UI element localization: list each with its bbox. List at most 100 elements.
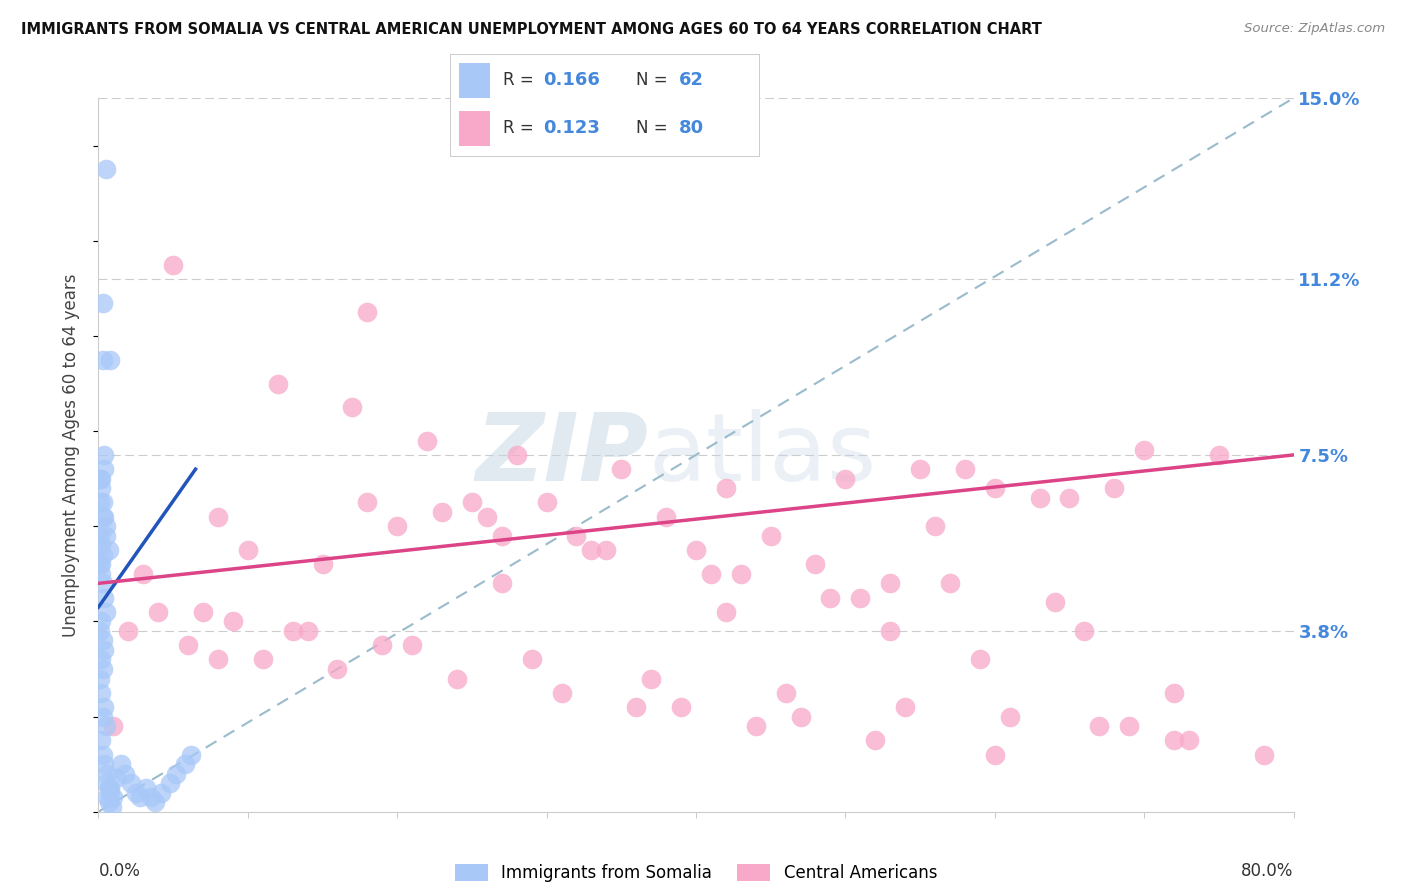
Text: 80.0%: 80.0% (1241, 862, 1294, 880)
Point (110, 757, 132, 772)
Point (446, 672, 468, 686)
Point (714, 481, 737, 495)
Point (969, 652, 991, 666)
Point (117, 624, 139, 638)
Point (148, 605, 170, 619)
Text: N =: N = (636, 120, 672, 137)
Point (177, 638, 200, 652)
Point (700, 566, 723, 581)
Text: Source: ZipAtlas.com: Source: ZipAtlas.com (1244, 22, 1385, 36)
Point (430, 505, 453, 519)
Point (849, 591, 872, 605)
Point (207, 509, 229, 524)
Text: R =: R = (502, 120, 538, 137)
Point (879, 576, 901, 591)
Point (89, 672, 111, 686)
Point (894, 700, 917, 714)
Point (565, 529, 588, 543)
Point (491, 576, 513, 591)
Point (93, 509, 115, 524)
Point (90, 538, 112, 552)
Point (385, 519, 409, 533)
Text: 0.166: 0.166 (543, 71, 599, 89)
Point (91, 352, 114, 367)
Point (356, 495, 378, 509)
Point (1104, 481, 1126, 495)
Point (820, 591, 842, 605)
Point (669, 700, 692, 714)
Point (1163, 686, 1185, 700)
Point (96, 790, 118, 805)
Point (93, 643, 115, 657)
Point (94, 529, 117, 543)
Point (97, 795, 120, 809)
Point (94, 162, 117, 177)
Point (100, 786, 122, 800)
Point (491, 529, 513, 543)
Text: 62: 62 (679, 71, 704, 89)
Point (342, 401, 364, 415)
Point (96, 766, 118, 780)
Point (93, 591, 115, 605)
Point (90, 652, 112, 666)
Point (94, 776, 117, 790)
Point (610, 462, 633, 476)
Point (685, 543, 707, 558)
Point (311, 558, 333, 572)
Text: atlas: atlas (648, 409, 876, 501)
Point (252, 652, 274, 666)
Point (879, 624, 901, 638)
Point (150, 786, 173, 800)
Point (1028, 491, 1050, 505)
Point (125, 786, 148, 800)
Point (595, 543, 617, 558)
Point (94, 605, 117, 619)
Point (89, 624, 111, 638)
Point (191, 605, 214, 619)
Point (865, 733, 887, 747)
Point (90, 733, 112, 747)
Point (114, 766, 136, 780)
Point (97, 543, 120, 558)
Point (401, 638, 423, 652)
Point (94, 719, 117, 733)
Point (461, 495, 484, 509)
Text: ZIP: ZIP (475, 409, 648, 501)
Point (91, 709, 114, 723)
Point (103, 719, 125, 733)
Point (236, 543, 259, 558)
Point (139, 790, 162, 805)
Point (120, 776, 142, 790)
Text: 0.123: 0.123 (543, 120, 599, 137)
Point (90, 615, 112, 629)
Point (91, 495, 114, 509)
Point (1088, 719, 1111, 733)
Point (714, 605, 737, 619)
Point (626, 700, 648, 714)
Point (267, 376, 290, 391)
Point (91, 548, 114, 562)
Point (759, 529, 782, 543)
Point (640, 672, 662, 686)
Point (1133, 443, 1156, 458)
Point (143, 795, 166, 809)
Point (93, 700, 115, 714)
Text: R =: R = (502, 71, 538, 89)
Point (984, 481, 1007, 495)
Point (90, 686, 112, 700)
Point (1073, 624, 1095, 638)
Text: IMMIGRANTS FROM SOMALIA VS CENTRAL AMERICAN UNEMPLOYMENT AMONG AGES 60 TO 64 YEA: IMMIGRANTS FROM SOMALIA VS CENTRAL AMERI… (21, 22, 1042, 37)
Point (520, 652, 543, 666)
Point (581, 543, 603, 558)
Point (89, 558, 111, 572)
Point (97, 780, 120, 795)
Point (1178, 733, 1201, 747)
Point (326, 662, 349, 676)
Point (174, 757, 197, 772)
Text: N =: N = (636, 71, 672, 89)
Point (100, 352, 122, 367)
Point (297, 624, 319, 638)
Point (924, 519, 946, 533)
Point (94, 519, 117, 533)
Point (998, 709, 1021, 723)
